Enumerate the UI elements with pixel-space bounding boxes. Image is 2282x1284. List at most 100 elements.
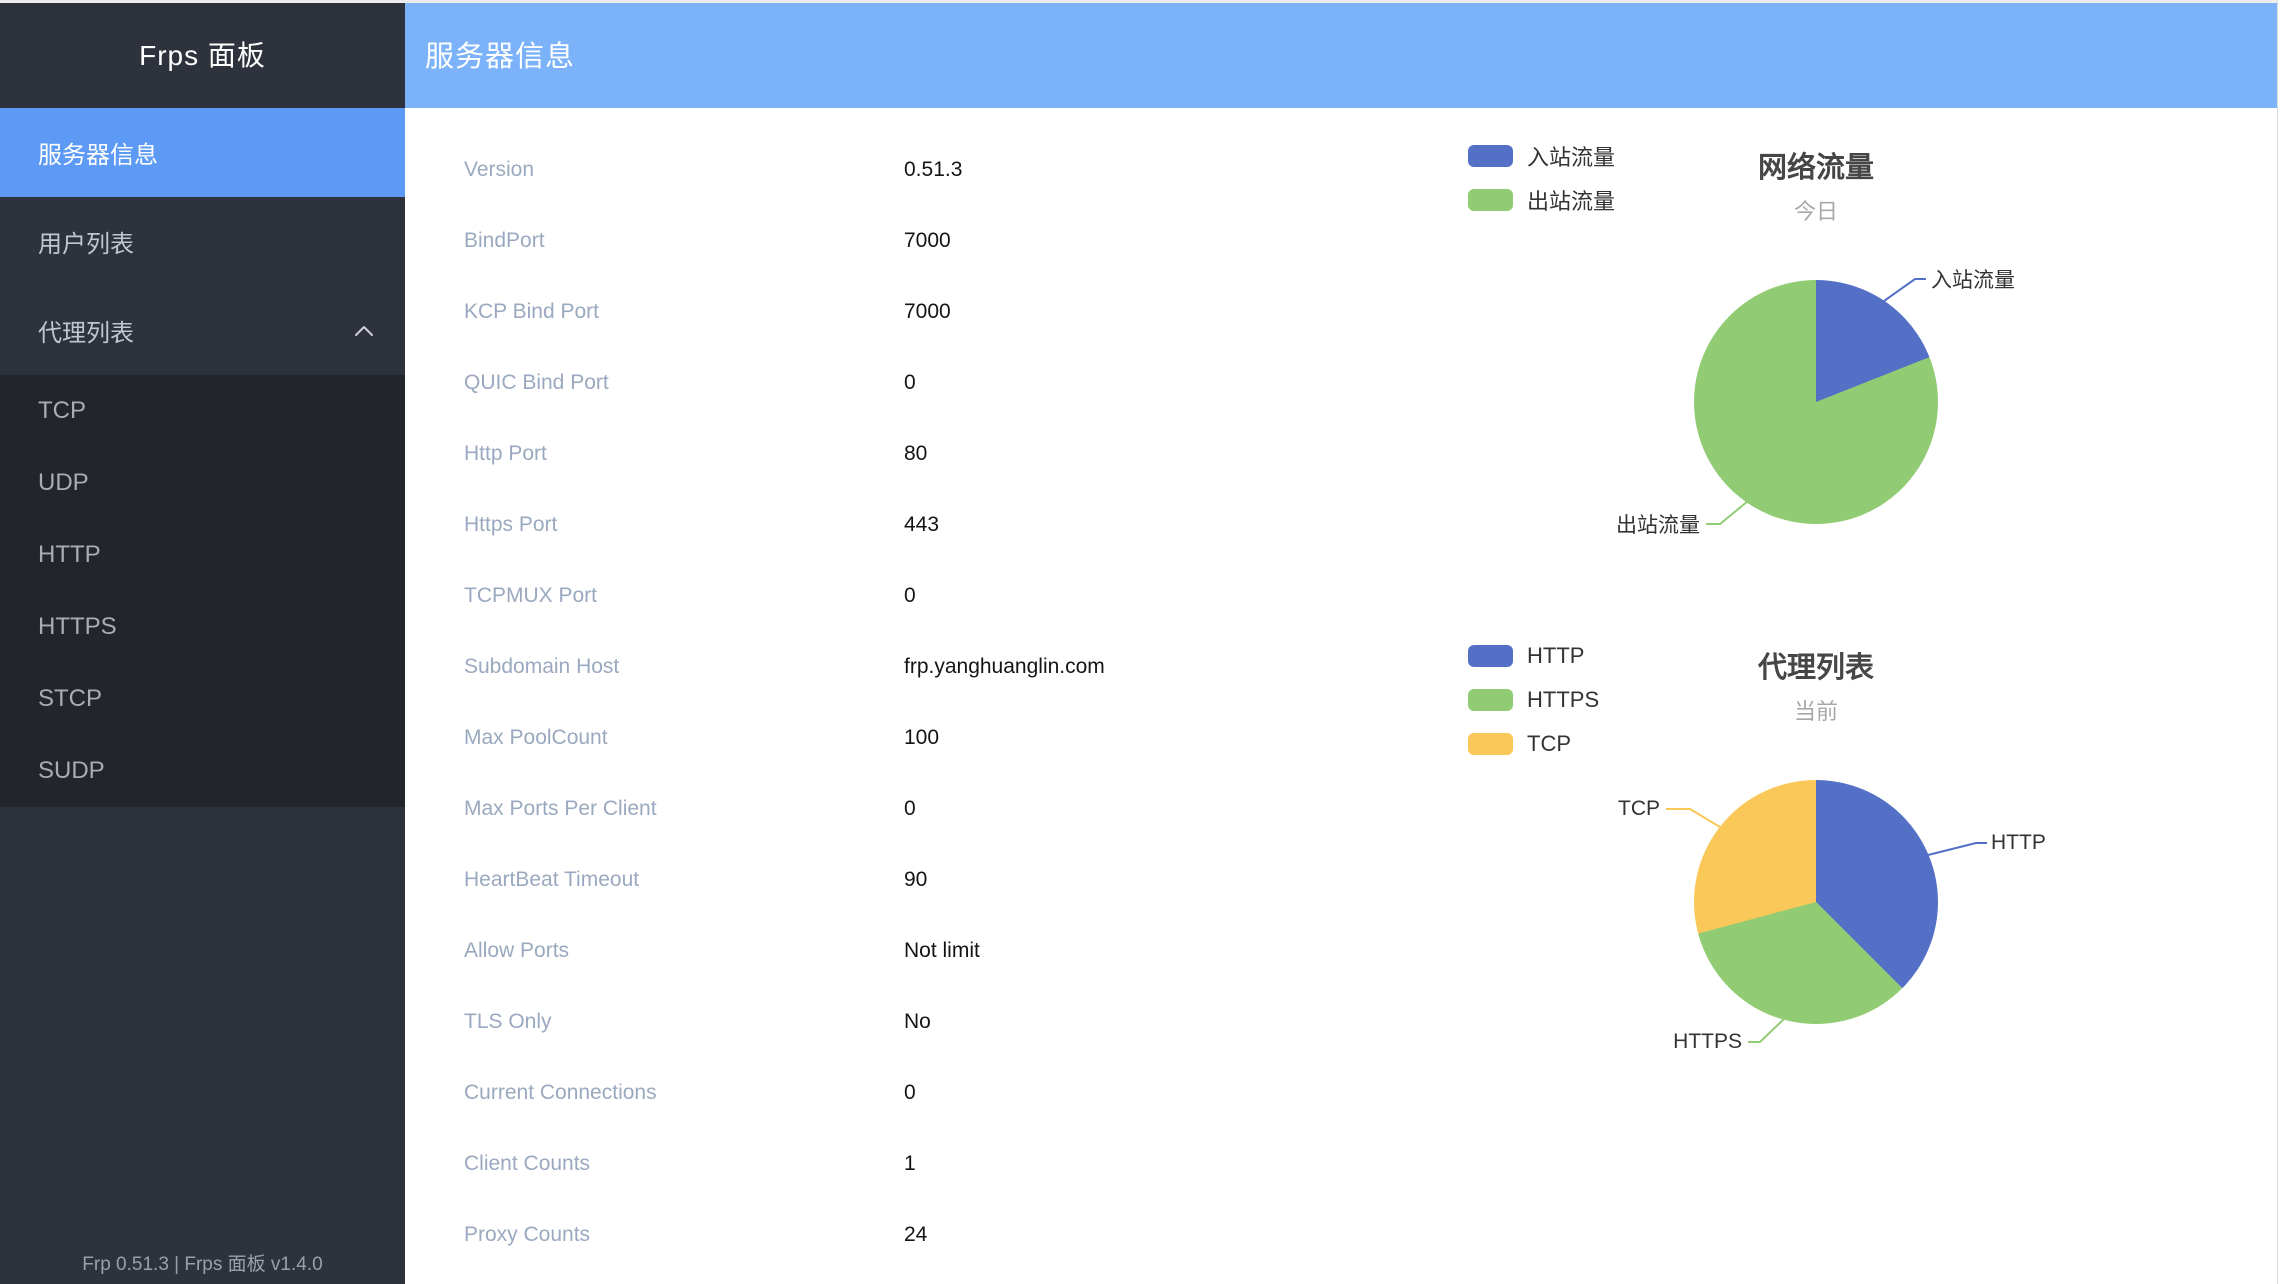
info-value: 0 bbox=[904, 583, 916, 607]
info-value: 24 bbox=[904, 1222, 928, 1246]
info-label: Proxy Counts bbox=[464, 1222, 591, 1246]
info-label: KCP Bind Port bbox=[464, 299, 600, 323]
info-value: 1 bbox=[904, 1151, 916, 1175]
info-label: Version bbox=[464, 157, 535, 181]
sidebar-subitem-https[interactable]: HTTPS bbox=[0, 591, 405, 663]
table-row: Client Counts 1 bbox=[464, 1128, 1105, 1199]
info-label: TCPMUX Port bbox=[464, 583, 598, 607]
info-label: Client Counts bbox=[464, 1151, 591, 1175]
chart-title: 网络流量 bbox=[1757, 152, 1874, 184]
info-label: HeartBeat Timeout bbox=[464, 867, 640, 891]
sidebar-item-server-info[interactable]: 服务器信息 bbox=[0, 108, 405, 197]
table-row: BindPort 7000 bbox=[464, 205, 1105, 276]
sidebar-item-user-list[interactable]: 用户列表 bbox=[0, 197, 405, 286]
legend-swatch-icon bbox=[1468, 189, 1513, 211]
sidebar: Frps 面板 服务器信息 用户列表 代理列表 TCP UDP HTTP HTT… bbox=[0, 0, 405, 1284]
pie-label-http: HTTP bbox=[1991, 831, 2046, 854]
info-label: Https Port bbox=[464, 512, 558, 536]
table-row: TCPMUX Port 0 bbox=[464, 560, 1105, 631]
info-value: 80 bbox=[904, 441, 928, 465]
proxy-list-pie[interactable] bbox=[1694, 780, 1938, 1024]
app-title: Frps 面板 bbox=[139, 40, 266, 71]
info-label: TLS Only bbox=[464, 1009, 552, 1033]
topbar: 服务器信息 bbox=[405, 0, 2282, 108]
table-row: KCP Bind Port 7000 bbox=[464, 276, 1105, 347]
legend-item-https[interactable]: HTTPS bbox=[1468, 678, 1599, 722]
info-label: Http Port bbox=[464, 441, 547, 465]
sidebar-item-label: 代理列表 bbox=[38, 320, 134, 347]
info-label: Max Ports Per Client bbox=[464, 796, 657, 820]
info-label: BindPort bbox=[464, 228, 545, 252]
table-row: TLS Only No bbox=[464, 986, 1105, 1057]
sidebar-subitem-stcp[interactable]: STCP bbox=[0, 663, 405, 735]
info-value: 100 bbox=[904, 725, 940, 749]
sidebar-item-label: 服务器信息 bbox=[38, 142, 158, 169]
info-value: 7000 bbox=[904, 228, 951, 252]
legend-swatch-icon bbox=[1468, 689, 1513, 711]
info-value: 0 bbox=[904, 1080, 916, 1104]
info-label: Subdomain Host bbox=[464, 654, 620, 678]
table-row: QUIC Bind Port 0 bbox=[464, 347, 1105, 418]
sidebar-item-proxy-list[interactable]: 代理列表 bbox=[0, 286, 405, 375]
sidebar-subitem-udp[interactable]: UDP bbox=[0, 447, 405, 519]
pie-label-inbound: 入站流量 bbox=[1931, 269, 2015, 292]
subitem-label: TCP bbox=[38, 397, 86, 424]
legend-swatch-icon bbox=[1468, 645, 1513, 667]
subitem-label: HTTPS bbox=[38, 613, 117, 640]
subitem-label: HTTP bbox=[38, 541, 101, 568]
sidebar-submenu: TCP UDP HTTP HTTPS STCP SUDP bbox=[0, 375, 405, 807]
legend-label: 入站流量 bbox=[1527, 145, 1616, 170]
legend-label: HTTPS bbox=[1527, 687, 1600, 712]
info-value: 7000 bbox=[904, 299, 951, 323]
subitem-label: UDP bbox=[38, 469, 89, 496]
sidebar-subitem-sudp[interactable]: SUDP bbox=[0, 735, 405, 807]
table-row: Http Port 80 bbox=[464, 418, 1105, 489]
table-row: Current Connections 0 bbox=[464, 1057, 1105, 1128]
table-row: Allow Ports Not limit bbox=[464, 915, 1105, 986]
legend-item-tcp[interactable]: TCP bbox=[1468, 722, 1599, 766]
sidebar-header: Frps 面板 bbox=[0, 0, 405, 108]
legend-item-outbound[interactable]: 出站流量 bbox=[1468, 178, 1615, 222]
info-value: No bbox=[904, 1009, 931, 1033]
info-value: Not limit bbox=[904, 938, 980, 962]
info-label: Max PoolCount bbox=[464, 725, 608, 749]
info-value: 0 bbox=[904, 796, 916, 820]
network-traffic-chart: 入站流量 出站流量 网络流量 今日 入站流量 出站流量 bbox=[1460, 130, 2172, 630]
chart-subtitle: 当前 bbox=[1793, 699, 1838, 724]
legend-swatch-icon bbox=[1468, 145, 1513, 167]
sidebar-subitem-tcp[interactable]: TCP bbox=[0, 375, 405, 447]
table-row: HeartBeat Timeout 90 bbox=[464, 844, 1105, 915]
table-row: Max PoolCount 100 bbox=[464, 702, 1105, 773]
table-row: Version 0.51.3 bbox=[464, 134, 1105, 205]
info-value: frp.yanghuanglin.com bbox=[904, 654, 1105, 678]
legend-swatch-icon bbox=[1468, 733, 1513, 755]
pie-label-https: HTTPS bbox=[1673, 1030, 1742, 1053]
subitem-label: STCP bbox=[38, 685, 103, 712]
pie-label-outbound: 出站流量 bbox=[1616, 514, 1700, 537]
sidebar-subitem-http[interactable]: HTTP bbox=[0, 519, 405, 591]
chevron-up-icon[interactable] bbox=[351, 321, 377, 341]
info-value: 443 bbox=[904, 512, 940, 536]
network-traffic-pie[interactable] bbox=[1694, 280, 1938, 524]
table-row: Subdomain Host frp.yanghuanglin.com bbox=[464, 631, 1105, 702]
chart-legend: HTTP HTTPS TCP bbox=[1468, 634, 1599, 766]
info-value: 90 bbox=[904, 867, 928, 891]
legend-label: TCP bbox=[1527, 731, 1571, 756]
legend-label: HTTP bbox=[1527, 643, 1585, 668]
chart-legend: 入站流量 出站流量 bbox=[1468, 134, 1615, 222]
chart-title: 代理列表 bbox=[1757, 652, 1874, 684]
subitem-label: SUDP bbox=[38, 757, 105, 784]
chart-subtitle: 今日 bbox=[1793, 199, 1838, 224]
legend-item-http[interactable]: HTTP bbox=[1468, 634, 1599, 678]
info-label: QUIC Bind Port bbox=[464, 370, 609, 394]
info-label: Current Connections bbox=[464, 1080, 657, 1104]
table-row: Proxy Counts 24 bbox=[464, 1199, 1105, 1270]
legend-item-inbound[interactable]: 入站流量 bbox=[1468, 134, 1615, 178]
table-row: Max Ports Per Client 0 bbox=[464, 773, 1105, 844]
window-right-edge bbox=[2277, 0, 2282, 1284]
sidebar-footer-version: Frp 0.51.3 | Frps 面板 v1.4.0 bbox=[82, 1254, 323, 1275]
proxy-list-chart: HTTP HTTPS TCP 代理列表 当前 HTTP HTTPS TCP bbox=[1460, 630, 2172, 1130]
legend-label: 出站流量 bbox=[1527, 189, 1616, 214]
info-label: Allow Ports bbox=[464, 938, 570, 962]
